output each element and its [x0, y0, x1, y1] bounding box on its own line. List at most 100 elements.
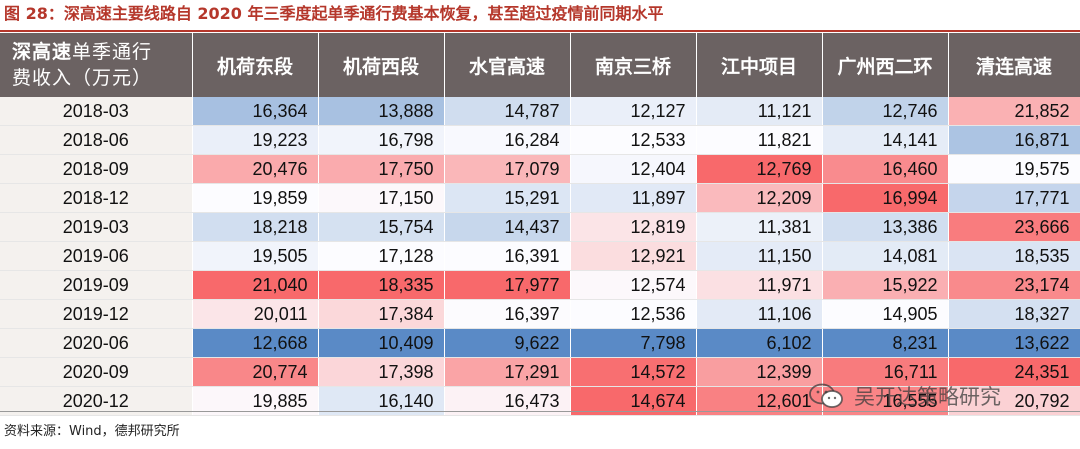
- value-cell: 12,769: [696, 154, 823, 184]
- row-period-label: 2020-06: [0, 328, 193, 358]
- value-cell: 18,218: [192, 212, 319, 242]
- row-period-label: 2018-06: [0, 125, 193, 155]
- row-period-label: 2019-06: [0, 241, 193, 271]
- value-cell: 17,079: [444, 154, 571, 184]
- corner-unit: 费收入（万元）: [12, 67, 153, 89]
- value-cell: 11,150: [696, 241, 823, 271]
- column-header: 广州西二环: [822, 33, 949, 97]
- toll-revenue-table: 深高速单季通行 费收入（万元） 机荷东段 机荷西段 水官高速 南京三桥 江中项目…: [0, 33, 1080, 416]
- row-period-label: 2018-03: [0, 97, 193, 126]
- value-cell: 19,223: [192, 125, 319, 155]
- row-period-label: 2018-09: [0, 154, 193, 184]
- value-cell: 17,291: [444, 357, 571, 387]
- value-cell: 13,622: [948, 328, 1080, 358]
- value-cell: 18,335: [318, 270, 445, 300]
- table-body: 2018-03 16,364 13,888 14,787 12,127 11,121 12,…: [0, 97, 1080, 416]
- value-cell: 11,381: [696, 212, 823, 242]
- column-header: 江中项目: [696, 33, 823, 97]
- value-cell: 8,231: [822, 328, 949, 358]
- table-row: 2020-09 20,774 17,398 17,291 14,572 12,399 16,…: [0, 357, 1080, 387]
- value-cell: 7,798: [570, 328, 697, 358]
- value-cell: 23,666: [948, 212, 1080, 242]
- value-cell: 12,127: [570, 97, 697, 126]
- value-cell: 17,398: [318, 357, 445, 387]
- value-cell: 19,885: [192, 386, 319, 416]
- value-cell: 9,622: [444, 328, 571, 358]
- figure-title: 图 28：深高速主要线路自 2020 年三季度起单季通行费基本恢复，甚至超过疫情…: [4, 4, 664, 23]
- column-header: 水官高速: [444, 33, 571, 97]
- value-cell: 17,750: [318, 154, 445, 184]
- table-row: 2018-06 19,223 16,798 16,284 12,533 11,821 14,…: [0, 125, 1080, 155]
- value-cell: 12,921: [570, 241, 697, 271]
- corner-metric: 单季通行: [72, 41, 153, 63]
- value-cell: 16,364: [192, 97, 319, 126]
- value-cell: 14,572: [570, 357, 697, 387]
- row-period-label: 2018-12: [0, 183, 193, 213]
- value-cell: 16,711: [822, 357, 949, 387]
- value-cell: 20,774: [192, 357, 319, 387]
- watermark-text: 吴开达策略研究: [854, 385, 1001, 409]
- value-cell: 12,819: [570, 212, 697, 242]
- value-cell: 6,102: [696, 328, 823, 358]
- value-cell: 17,771: [948, 183, 1080, 213]
- value-cell: 10,409: [318, 328, 445, 358]
- value-cell: 16,284: [444, 125, 571, 155]
- value-cell: 15,754: [318, 212, 445, 242]
- value-cell: 12,574: [570, 270, 697, 300]
- value-cell: 12,746: [822, 97, 949, 126]
- value-cell: 20,476: [192, 154, 319, 184]
- value-cell: 12,536: [570, 299, 697, 329]
- value-cell: 16,397: [444, 299, 571, 329]
- column-header: 南京三桥: [570, 33, 697, 97]
- value-cell: 13,888: [318, 97, 445, 126]
- value-cell: 14,905: [822, 299, 949, 329]
- row-period-label: 2019-09: [0, 270, 193, 300]
- wechat-icon: [809, 383, 843, 408]
- value-cell: 19,575: [948, 154, 1080, 184]
- value-cell: 13,386: [822, 212, 949, 242]
- value-cell: 16,460: [822, 154, 949, 184]
- title-underline: [0, 30, 1080, 32]
- value-cell: 16,798: [318, 125, 445, 155]
- table-row: 2019-12 20,011 17,384 16,397 12,536 11,106 14,…: [0, 299, 1080, 329]
- table-row: 2019-09 21,040 18,335 17,977 12,574 11,971 15,…: [0, 270, 1080, 300]
- value-cell: 17,977: [444, 270, 571, 300]
- table-row: 2018-09 20,476 17,750 17,079 12,404 12,769 16,…: [0, 154, 1080, 184]
- table-row: 2020-06 12,668 10,409 9,622 7,798 6,102 8,231 1…: [0, 328, 1080, 358]
- value-cell: 12,399: [696, 357, 823, 387]
- corner-header: 深高速单季通行 费收入（万元）: [0, 33, 193, 97]
- column-header: 机荷西段: [318, 33, 445, 97]
- value-cell: 11,971: [696, 270, 823, 300]
- value-cell: 14,787: [444, 97, 571, 126]
- value-cell: 14,081: [822, 241, 949, 271]
- watermark: 吴开达策略研究: [808, 382, 1001, 410]
- value-cell: 19,859: [192, 183, 319, 213]
- value-cell: 11,897: [570, 183, 697, 213]
- table-row: 2018-12 19,859 17,150 15,291 11,897 12,209 16,…: [0, 183, 1080, 213]
- source-note: 资料来源：Wind，德邦研究所: [4, 424, 180, 439]
- value-cell: 14,141: [822, 125, 949, 155]
- column-header: 清连高速: [948, 33, 1080, 97]
- value-cell: 12,533: [570, 125, 697, 155]
- row-period-label: 2019-12: [0, 299, 193, 329]
- value-cell: 14,437: [444, 212, 571, 242]
- value-cell: 11,106: [696, 299, 823, 329]
- value-cell: 15,291: [444, 183, 571, 213]
- value-cell: 12,209: [696, 183, 823, 213]
- value-cell: 12,404: [570, 154, 697, 184]
- value-cell: 17,384: [318, 299, 445, 329]
- value-cell: 23,174: [948, 270, 1080, 300]
- value-cell: 11,821: [696, 125, 823, 155]
- value-cell: 20,011: [192, 299, 319, 329]
- value-cell: 24,351: [948, 357, 1080, 387]
- value-cell: 18,327: [948, 299, 1080, 329]
- column-header: 机荷东段: [192, 33, 319, 97]
- header-row: 深高速单季通行 费收入（万元） 机荷东段 机荷西段 水官高速 南京三桥 江中项目…: [0, 33, 1080, 97]
- value-cell: 21,040: [192, 270, 319, 300]
- value-cell: 16,994: [822, 183, 949, 213]
- value-cell: 16,391: [444, 241, 571, 271]
- row-period-label: 2020-09: [0, 357, 193, 387]
- value-cell: 17,128: [318, 241, 445, 271]
- value-cell: 19,505: [192, 241, 319, 271]
- corner-company: 深高速: [12, 41, 73, 63]
